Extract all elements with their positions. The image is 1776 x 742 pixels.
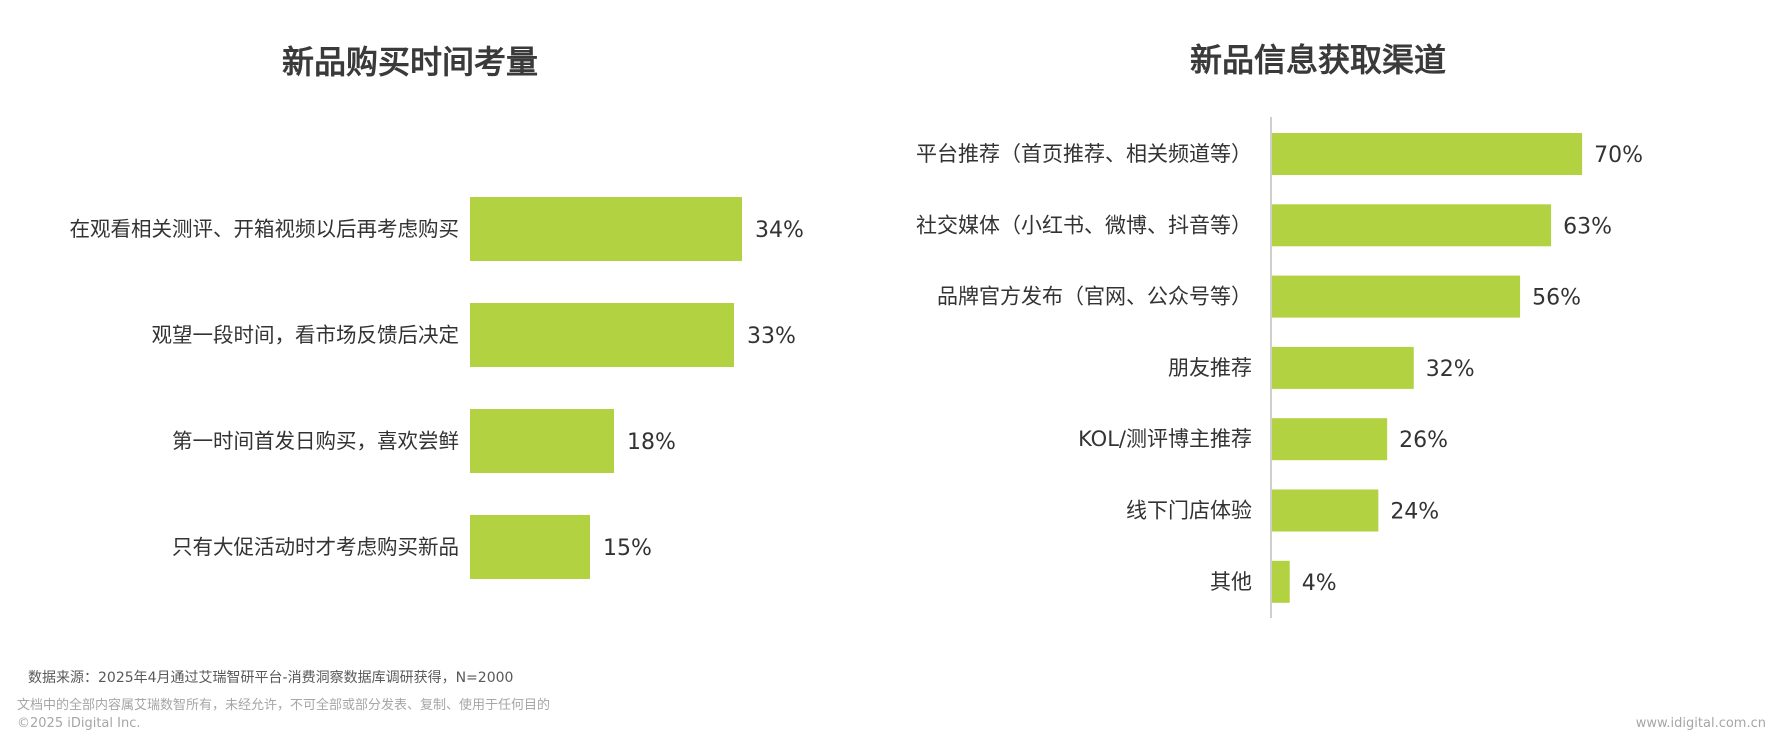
source-note: 数据来源：2025年4月通过艾瑞智研平台-消费洞察数据库调研获得，N=2000 (28, 670, 514, 686)
value-label: 34% (755, 218, 804, 243)
value-label: 56% (1532, 286, 1581, 311)
category-label: 社交媒体（小红书、微博、抖音等） (916, 213, 1252, 237)
category-label: 平台推荐（首页推荐、相关频道等） (916, 142, 1252, 166)
category-label: 线下门店体验 (1126, 499, 1252, 523)
value-label: 24% (1390, 500, 1439, 525)
value-label: 4% (1302, 571, 1337, 596)
bar-2 (1272, 204, 1552, 247)
category-label: 朋友推荐 (1168, 356, 1252, 380)
chart-title: 新品购买时间考量 (282, 43, 538, 81)
bar-4 (470, 515, 590, 579)
value-label: 18% (627, 430, 676, 455)
website-url: www.idigital.com.cn (1635, 716, 1766, 731)
category-label: 只有大促活动时才考虑购买新品 (172, 535, 459, 559)
bar-7 (1272, 560, 1290, 603)
bar-4 (1272, 346, 1414, 389)
category-label: 其他 (1210, 570, 1252, 594)
chart-title: 新品信息获取渠道 (1190, 41, 1446, 79)
category-label: 第一时间首发日购买，喜欢尝鲜 (172, 429, 459, 453)
category-label: KOL/测评博主推荐 (1078, 427, 1252, 451)
bar-2 (470, 303, 734, 367)
copyright-note: 文档中的全部内容属艾瑞数智所有，未经允许，不可全部或部分发表、复制、使用于任何目… (17, 698, 551, 713)
bar-1 (1272, 133, 1583, 175)
value-label: 70% (1594, 143, 1643, 168)
bar-5 (1272, 418, 1388, 461)
value-label: 15% (603, 536, 652, 561)
copyright: ©2025 iDigital Inc. (17, 716, 141, 731)
value-label: 32% (1426, 357, 1475, 382)
value-label: 63% (1563, 214, 1612, 239)
bar-6 (1272, 489, 1379, 532)
category-label: 品牌官方发布（官网、公众号等） (937, 285, 1252, 309)
bar-3 (1272, 275, 1521, 318)
category-label: 在观看相关测评、开箱视频以后再考虑购买 (70, 217, 460, 241)
value-label: 26% (1399, 428, 1448, 453)
category-label: 观望一段时间，看市场反馈后决定 (152, 323, 460, 347)
bar-1 (470, 197, 742, 261)
value-label: 33% (747, 324, 796, 349)
bar-3 (470, 409, 614, 473)
